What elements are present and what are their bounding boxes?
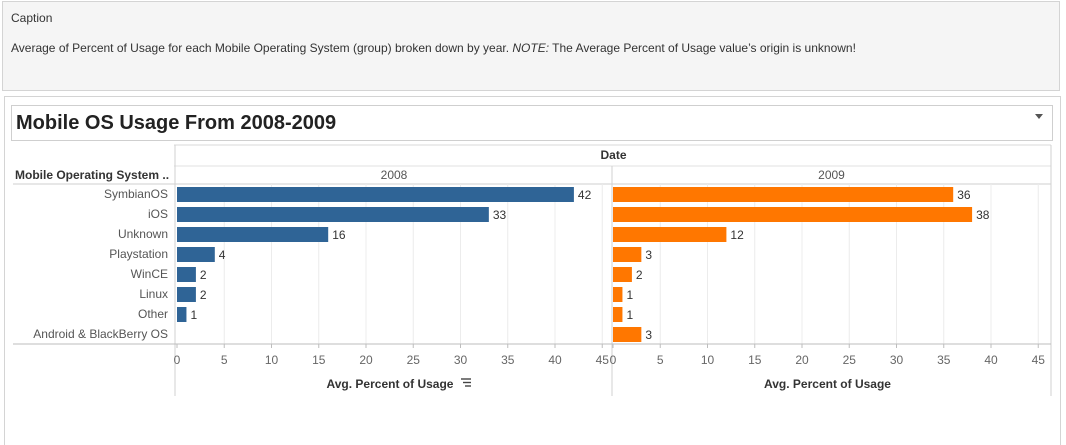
bar [613, 267, 632, 282]
data-label: 1 [626, 308, 633, 322]
data-label: 2 [200, 268, 207, 282]
data-label: 2 [636, 268, 643, 282]
x-axis-title: Avg. Percent of Usage [764, 377, 891, 391]
tick-label: 45 [596, 353, 610, 367]
tick-label: 5 [657, 353, 664, 367]
tick-label: 40 [984, 353, 998, 367]
tick-label: 30 [454, 353, 468, 367]
bar [177, 267, 196, 282]
bar [613, 307, 623, 322]
tick-label: 0 [174, 353, 181, 367]
tick-label: 10 [701, 353, 715, 367]
tick-label: 35 [937, 353, 951, 367]
data-label: 42 [578, 188, 592, 202]
row-header: Mobile Operating System .. [15, 168, 169, 182]
tick-label: 45 [1032, 353, 1046, 367]
bar [177, 247, 215, 262]
caption-heading: Caption [11, 11, 53, 25]
bar [613, 207, 973, 222]
caption-panel: Caption Average of Percent of Usage for … [2, 1, 1060, 91]
bar [613, 247, 642, 262]
year-header-2008: 2008 [381, 168, 408, 182]
tick-label: 5 [221, 353, 228, 367]
category-label: Android & BlackBerry OS [33, 327, 168, 341]
bar [613, 227, 727, 242]
bar [177, 207, 489, 222]
category-label: Other [138, 307, 168, 321]
tick-label: 15 [748, 353, 762, 367]
category-label: WinCE [131, 267, 168, 281]
data-label: 1 [190, 308, 197, 322]
tick-label: 35 [501, 353, 515, 367]
viz-title-box[interactable]: Mobile OS Usage From 2008-2009 [11, 105, 1053, 141]
caption-note-label: NOTE: [512, 41, 550, 55]
year-header-2009: 2009 [818, 168, 845, 182]
bar [177, 287, 196, 302]
tick-label: 25 [843, 353, 857, 367]
data-label: 36 [957, 188, 971, 202]
column-header: Date [600, 148, 626, 162]
bar [177, 227, 329, 242]
caption-text-tail: The Average Percent of Usage value’s ori… [549, 41, 856, 55]
tick-label: 30 [890, 353, 904, 367]
viz-title: Mobile OS Usage From 2008-2009 [16, 112, 337, 134]
category-label: iOS [148, 207, 168, 221]
tick-label: 0 [610, 353, 617, 367]
data-label: 1 [626, 288, 633, 302]
tick-label: 25 [407, 353, 421, 367]
tick-label: 20 [795, 353, 809, 367]
caption-text-main: Average of Percent of Usage for each Mob… [11, 41, 513, 55]
tick-label: 40 [548, 353, 562, 367]
data-label: 38 [976, 208, 990, 222]
data-label: 4 [219, 248, 226, 262]
category-label: SymbianOS [104, 187, 168, 201]
bar [177, 187, 574, 202]
tick-label: 10 [265, 353, 279, 367]
category-label: Unknown [118, 227, 168, 241]
bar [613, 327, 642, 342]
data-label: 12 [730, 228, 744, 242]
tick-label: 20 [359, 353, 373, 367]
caption-text: Average of Percent of Usage for each Mob… [11, 41, 856, 55]
category-label: Linux [139, 287, 168, 301]
tick-label: 15 [312, 353, 326, 367]
bar [177, 307, 187, 322]
data-label: 2 [200, 288, 207, 302]
data-label: 33 [493, 208, 507, 222]
dropdown-arrow-icon[interactable] [1035, 114, 1043, 119]
bar [613, 187, 954, 202]
data-label: 3 [645, 328, 652, 342]
x-axis-title: Avg. Percent of Usage [327, 377, 454, 391]
data-label: 16 [332, 228, 346, 242]
data-label: 3 [645, 248, 652, 262]
viz-panel: Mobile OS Usage From 2008-2009 [4, 96, 1061, 445]
category-label: Playstation [109, 247, 168, 261]
bar [613, 287, 623, 302]
